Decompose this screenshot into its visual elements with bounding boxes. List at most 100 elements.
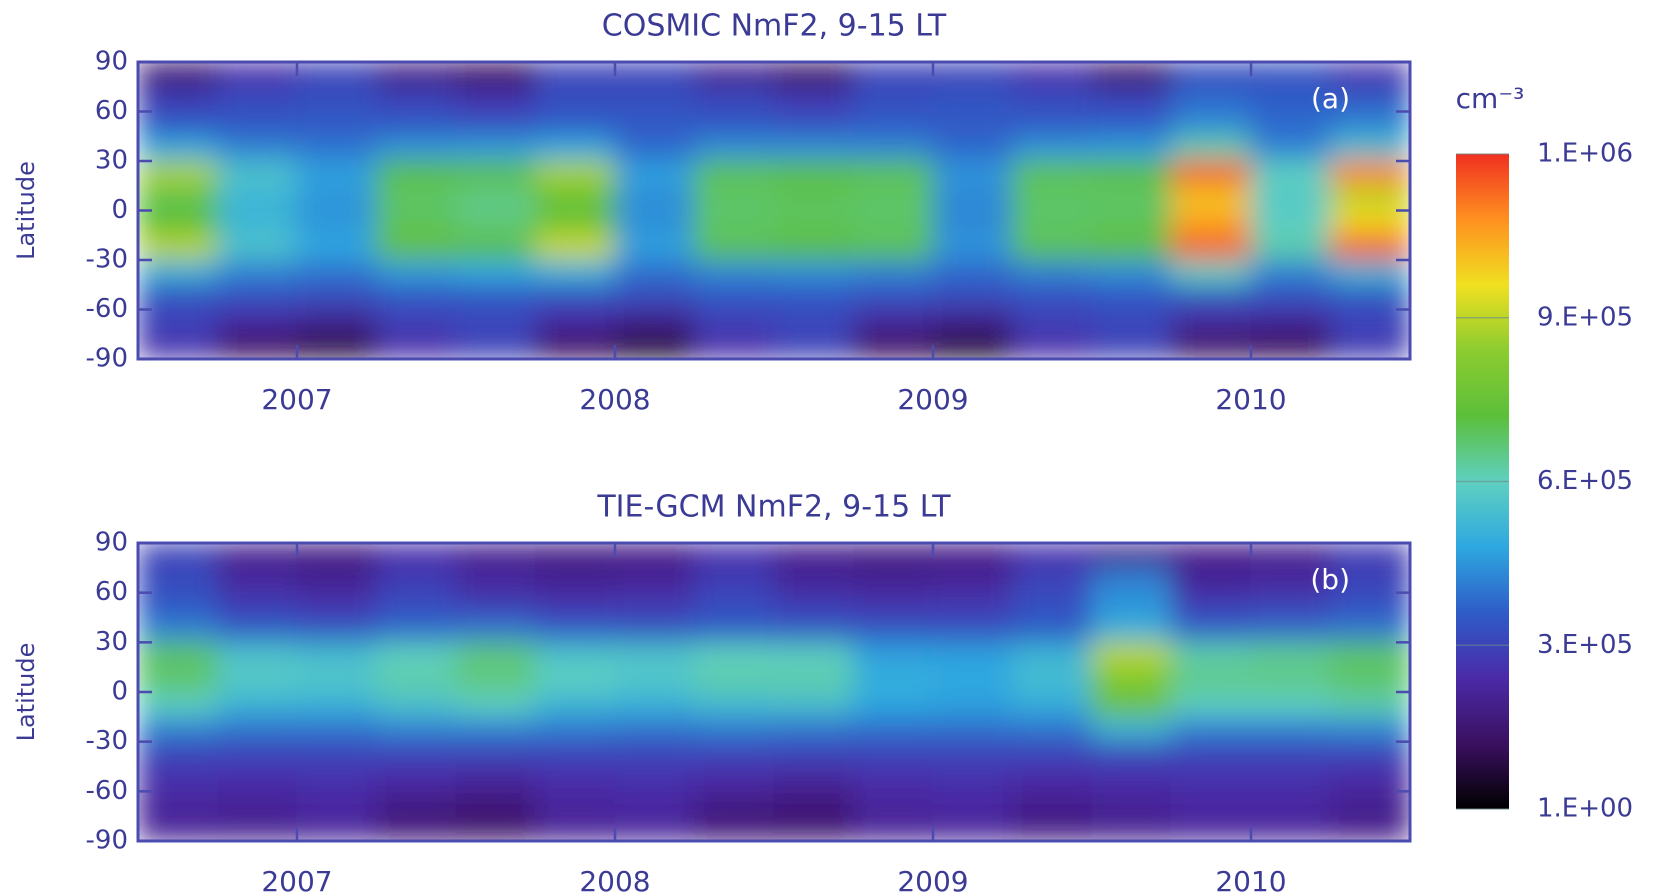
heat-cell [614,259,695,286]
heat-cell [1330,111,1410,137]
heat-cell [217,691,298,718]
heat-cell [1250,716,1331,743]
heat-cell [853,617,934,643]
heat-cell [694,135,775,162]
heat-cell [1330,135,1410,162]
heat-cell [932,62,1013,88]
heat-cell [1250,185,1331,211]
heat-cell [614,543,695,569]
heat-cell [932,309,1013,335]
heat-cell [296,691,377,718]
heat-cell [535,259,616,286]
heat-cell [1091,567,1172,594]
heat-cell [773,135,854,162]
heatmap-cells [138,543,1410,841]
heat-cell [614,210,695,236]
heat-cell [614,86,695,112]
heat-cell [1012,86,1093,112]
heat-cell [1171,766,1252,792]
heat-cell [853,185,934,211]
heat-cell [1091,259,1172,286]
heat-cell [932,815,1013,841]
heat-cell [1012,309,1093,335]
heat-cell [455,259,536,286]
heat-cell [376,234,457,261]
heat-cell [535,790,616,817]
heat-cell [614,62,695,88]
x-tick-label: 2008 [579,383,650,416]
heat-cell [217,309,298,335]
heat-cell [1171,691,1252,718]
heat-cell [455,790,536,817]
heat-cell [694,160,775,187]
heat-cell [1250,567,1331,594]
heatmap-cells [138,62,1410,359]
heat-cell [1250,766,1331,792]
heat-cell [932,135,1013,162]
heat-cell [773,160,854,187]
heat-cell [1250,309,1331,335]
heat-cell [376,790,457,817]
heat-cell [376,815,457,841]
heat-cell [1171,790,1252,817]
heat-cell [1091,62,1172,88]
y-tick-label: 0 [111,677,128,707]
heat-cell [1171,309,1252,335]
heat-cell [1091,716,1172,743]
heat-cell [773,259,854,286]
heat-cell [535,62,616,88]
heat-cell [1012,592,1093,618]
heat-cell [1091,284,1172,310]
heat-cell [1171,160,1252,187]
heat-cell [773,666,854,693]
heat-cell [1250,86,1331,112]
heat-cell [138,234,218,261]
heat-cell [694,617,775,643]
heat-cell [376,284,457,310]
heat-cell [376,592,457,618]
heat-cell [1250,592,1331,618]
heat-cell [1091,666,1172,693]
heat-cell [853,716,934,743]
heat-cell [1250,741,1331,767]
heat-cell [1330,567,1410,594]
heat-cell [853,543,934,569]
heat-cell [1250,333,1331,359]
heat-cell [138,111,218,137]
heat-cell [217,641,298,668]
heat-cell [138,62,218,88]
heat-cell [773,766,854,792]
heat-cell [853,86,934,112]
heat-cell [1171,543,1252,569]
heat-cell [1012,716,1093,743]
heat-cell [694,815,775,841]
heat-cell [932,210,1013,236]
heat-cell [296,543,377,569]
heat-cell [932,666,1013,693]
heat-cell [1330,691,1410,718]
heat-cell [773,741,854,767]
heat-cell [853,309,934,335]
heat-cell [1171,716,1252,743]
heat-cell [535,815,616,841]
heat-cell [932,284,1013,310]
heat-cell [217,62,298,88]
x-tick-label: 2007 [261,383,332,416]
heat-cell [614,185,695,211]
colorbar-tick-label: 3.E+05 [1537,630,1633,660]
heat-cell [455,309,536,335]
heat-cell [455,741,536,767]
heat-cell [1330,592,1410,618]
heat-cell [694,592,775,618]
y-tick-label: -60 [86,294,128,324]
heat-cell [1250,284,1331,310]
heat-cell [217,815,298,841]
y-tick-label: -30 [86,245,128,275]
y-axis-label: Latitude [12,643,40,742]
heat-cell [1091,766,1172,792]
heat-cell [853,160,934,187]
heat-cell [376,666,457,693]
heat-cell [455,641,536,668]
heat-cell [1171,666,1252,693]
heat-cell [1171,185,1252,211]
